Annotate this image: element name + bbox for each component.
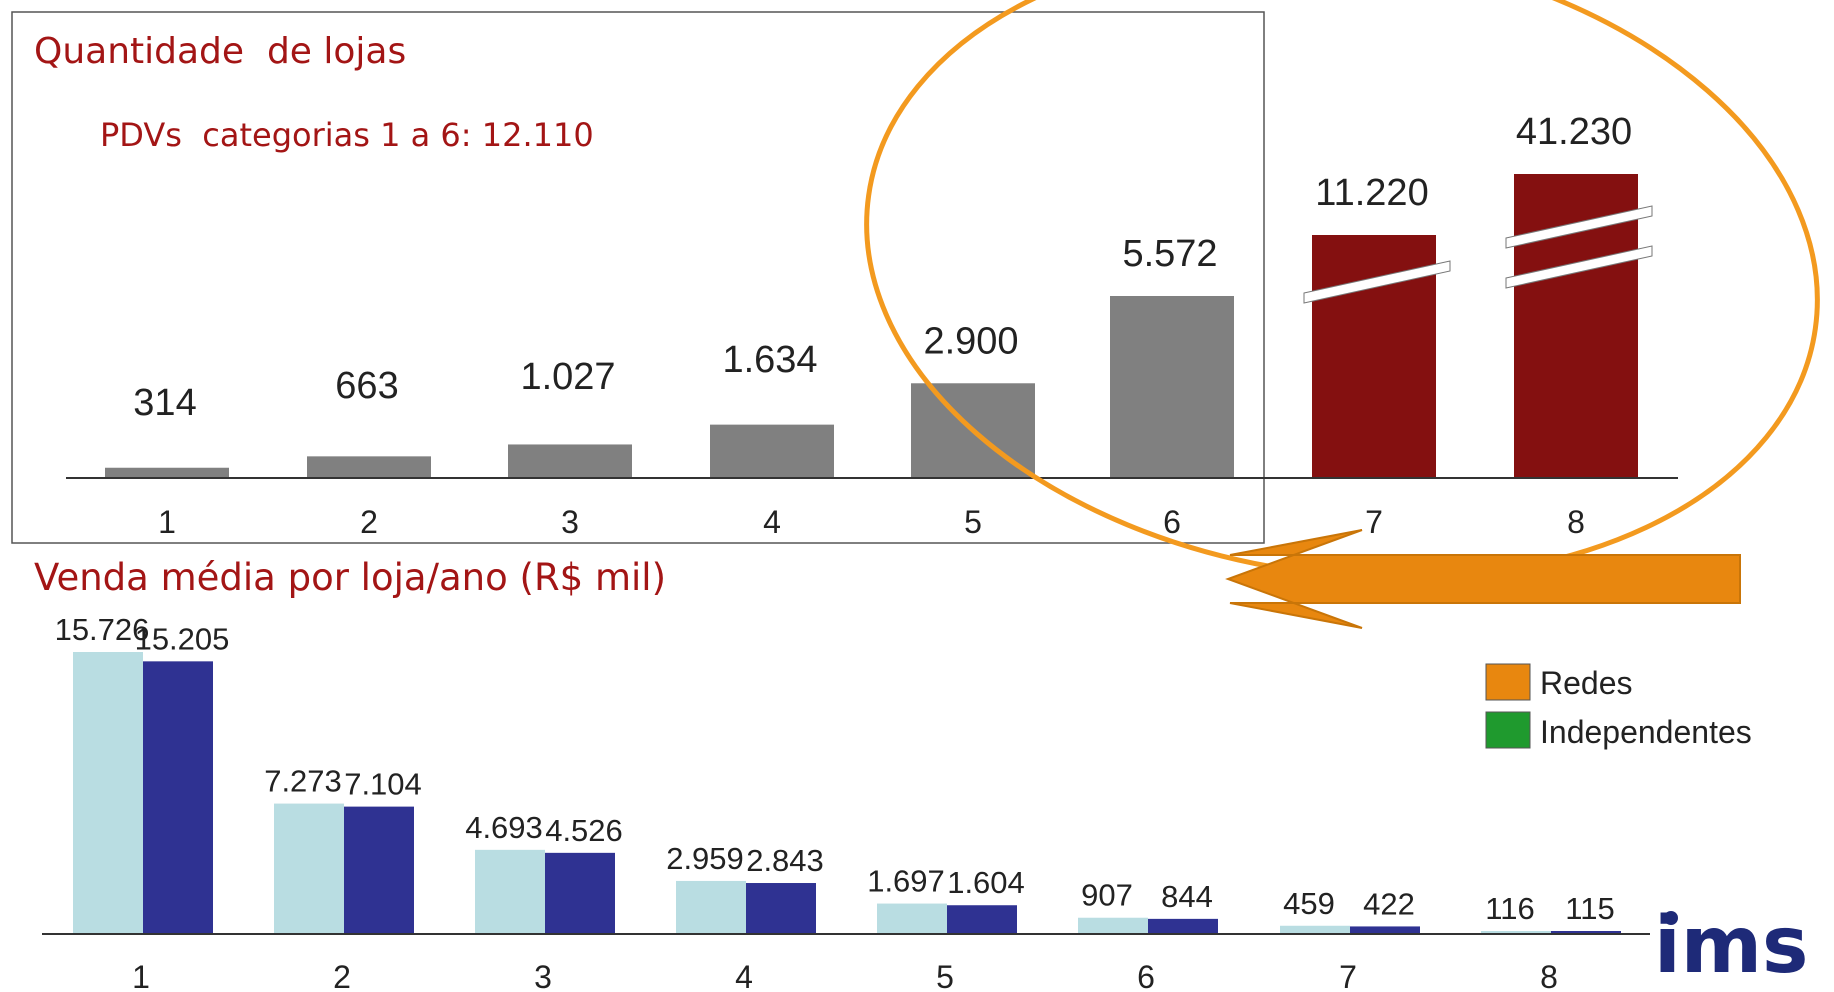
bottom-bar-s1-1 bbox=[73, 652, 143, 934]
top-value-label-6: 5.572 bbox=[1122, 233, 1217, 275]
bottom-value-label-s2-7: 422 bbox=[1363, 886, 1415, 921]
top-bar-4 bbox=[710, 424, 834, 478]
top-chart-bars bbox=[105, 174, 1653, 478]
bottom-value-label-s1-8: 116 bbox=[1485, 891, 1534, 926]
bottom-value-label-s1-3: 4.693 bbox=[465, 810, 543, 845]
bottom-bar-s1-3 bbox=[475, 849, 545, 934]
bottom-chart-bars bbox=[73, 652, 1621, 934]
bottom-bar-s2-3 bbox=[545, 852, 615, 934]
top-tick-label-1: 1 bbox=[158, 504, 176, 540]
legend: Redes Independentes bbox=[1485, 663, 1752, 750]
bottom-bar-s1-8 bbox=[1481, 931, 1551, 934]
arrow-shape bbox=[1225, 529, 1741, 629]
bottom-value-label-s2-5: 1.604 bbox=[947, 865, 1025, 900]
legend-label-redes: Redes bbox=[1540, 665, 1633, 701]
top-tick-label-4: 4 bbox=[763, 504, 781, 540]
bottom-tick-label-8: 8 bbox=[1540, 959, 1558, 992]
bottom-bar-s2-7 bbox=[1350, 926, 1420, 934]
bottom-bar-s1-2 bbox=[274, 803, 344, 934]
bottom-value-label-s1-4: 2.959 bbox=[666, 841, 744, 876]
bottom-value-label-s2-4: 2.843 bbox=[746, 843, 824, 878]
top-tick-label-6: 6 bbox=[1163, 504, 1181, 540]
ims-logo-text: ims bbox=[1654, 901, 1808, 991]
top-value-label-7: 11.220 bbox=[1315, 172, 1428, 214]
top-value-label-1: 314 bbox=[133, 382, 196, 424]
bottom-chart-title: Venda média por loja/ano (R$ mil) bbox=[34, 556, 666, 599]
bottom-tick-label-3: 3 bbox=[534, 959, 552, 992]
bottom-value-label-s1-7: 459 bbox=[1283, 886, 1335, 921]
bottom-value-label-s2-2: 7.104 bbox=[344, 767, 422, 802]
ims-logo-dot bbox=[1664, 911, 1678, 925]
top-bar-2 bbox=[307, 456, 431, 478]
top-bar-3 bbox=[508, 444, 632, 478]
top-bar-6 bbox=[1110, 296, 1234, 478]
top-tick-label-3: 3 bbox=[561, 504, 579, 540]
axis-break-mark-8-2 bbox=[1505, 245, 1653, 289]
top-chart-title: Quantidade de lojas bbox=[34, 31, 406, 72]
bottom-tick-label-2: 2 bbox=[333, 959, 351, 992]
top-tick-label-7: 7 bbox=[1365, 504, 1383, 540]
top-tick-label-8: 8 bbox=[1567, 504, 1585, 540]
top-value-label-3: 1.027 bbox=[520, 356, 615, 398]
bottom-chart-tick-labels: 1 2 3 4 5 6 7 8 bbox=[132, 959, 1558, 992]
top-chart-tick-labels: 1 2 3 4 5 6 7 8 bbox=[158, 504, 1585, 540]
top-chart-value-labels: 314 663 1.027 1.634 2.900 5.572 11.220 41.230 bbox=[133, 111, 1632, 424]
top-chart-frame bbox=[11, 11, 1265, 544]
bottom-bar-s2-2 bbox=[344, 806, 414, 934]
top-value-label-4: 1.634 bbox=[722, 339, 817, 381]
bottom-bar-s2-8 bbox=[1551, 931, 1621, 934]
bottom-tick-label-1: 1 bbox=[132, 959, 150, 992]
bottom-bar-s2-1 bbox=[143, 661, 213, 934]
axis-break-mark-7-1 bbox=[1303, 260, 1451, 304]
legend-label-independentes: Independentes bbox=[1540, 714, 1752, 750]
bottom-tick-label-7: 7 bbox=[1339, 959, 1357, 992]
bottom-bar-s1-6 bbox=[1078, 917, 1148, 934]
bottom-value-label-s1-2: 7.273 bbox=[264, 764, 342, 799]
bottom-bar-s1-5 bbox=[877, 903, 947, 934]
bottom-tick-label-5: 5 bbox=[936, 959, 954, 992]
bottom-bar-s1-4 bbox=[676, 880, 746, 934]
legend-swatch-redes bbox=[1485, 663, 1531, 701]
bottom-value-label-s1-1: 15.726 bbox=[55, 612, 150, 647]
bottom-tick-label-4: 4 bbox=[735, 959, 753, 992]
bottom-value-label-s2-3: 4.526 bbox=[545, 813, 623, 848]
top-chart-subtitle: PDVs categorias 1 a 6: 12.110 bbox=[100, 116, 594, 154]
bottom-bar-s2-4 bbox=[746, 883, 816, 934]
bottom-bar-s2-6 bbox=[1148, 918, 1218, 934]
top-tick-label-2: 2 bbox=[360, 504, 378, 540]
top-tick-label-5: 5 bbox=[964, 504, 982, 540]
bottom-tick-label-6: 6 bbox=[1137, 959, 1155, 992]
bottom-value-label-s1-5: 1.697 bbox=[867, 864, 945, 899]
top-value-label-8: 41.230 bbox=[1516, 111, 1632, 153]
axis-break-mark-8-1 bbox=[1505, 205, 1653, 249]
legend-swatch-independentes bbox=[1485, 711, 1531, 749]
bottom-bar-s2-5 bbox=[947, 905, 1017, 934]
top-value-label-2: 663 bbox=[335, 365, 398, 407]
bottom-value-label-s1-6: 907 bbox=[1081, 878, 1133, 913]
bottom-bar-s1-7 bbox=[1280, 925, 1350, 934]
bottom-value-label-s2-6: 844 bbox=[1161, 879, 1213, 914]
top-bar-1 bbox=[105, 467, 229, 478]
ims-logo: ims bbox=[1654, 901, 1808, 991]
top-value-label-5: 2.900 bbox=[923, 320, 1018, 362]
bottom-value-label-s2-1: 15.205 bbox=[135, 621, 230, 656]
bottom-value-label-s2-8: 115 bbox=[1565, 891, 1614, 926]
